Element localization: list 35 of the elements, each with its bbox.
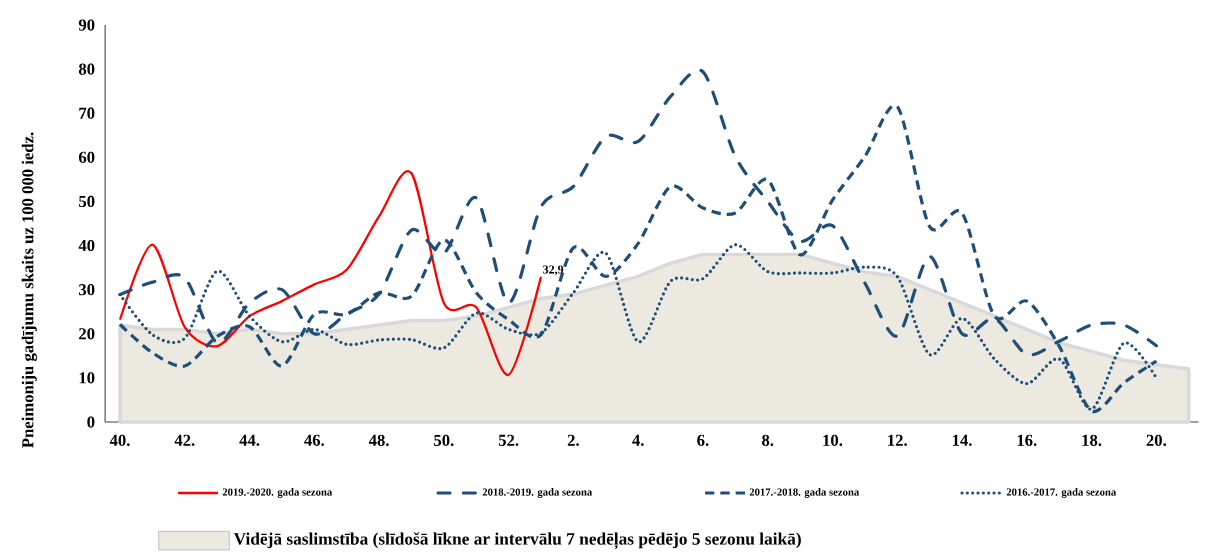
x-tick-label: 14.	[952, 434, 972, 446]
y-axis-title: Pneimoniju gadījumu skaits uz 100 000 iedz.	[21, 132, 37, 448]
x-tick-label: 52.	[498, 434, 519, 446]
x-tick-label: 44.	[239, 434, 260, 446]
x-tick-label: 10.	[823, 434, 843, 447]
y-tick-label: 60	[78, 151, 95, 163]
legend-label: 2017.-2018. gada sezona	[749, 488, 860, 498]
y-tick-label: 70	[79, 107, 95, 119]
y-tick-label: 50	[79, 195, 95, 208]
legend-label: 2018.-2019. gada sezona	[482, 488, 593, 498]
x-tick-label: 42.	[174, 434, 195, 446]
y-tick-label: 20	[79, 328, 95, 340]
y-tick-label: 90	[78, 19, 95, 31]
x-tick-label: 20.	[1146, 434, 1167, 447]
x-tick-label: 18.	[1082, 434, 1102, 447]
legend-label: 2019.-2020. gada sezona	[222, 488, 333, 498]
y-tick-label: 10	[79, 372, 95, 384]
y-tick-label: 30	[79, 284, 95, 296]
y-tick-label: 40	[78, 239, 95, 252]
x-tick-label: 12.	[888, 434, 907, 446]
x-tick-label: 40.	[109, 434, 130, 447]
data-label: 32,9	[543, 265, 564, 276]
legend-label: Vidējā saslimstība (slīdošā līkne ar intervālu 7 nedēļas pēdējo 5 sezonu laikā)	[233, 532, 801, 549]
line-series	[118, 171, 543, 376]
y-tick-label: 0	[87, 416, 95, 428]
y-tick-label: 80	[78, 63, 95, 75]
x-tick-label: 48.	[368, 434, 389, 447]
x-tick-label: 50.	[434, 434, 454, 447]
x-tick-label: 4.	[632, 434, 644, 446]
legend-label: 2016.-2017. gada sezona	[1006, 488, 1117, 498]
x-tick-label: 46.	[304, 434, 324, 446]
x-tick-label: 6.	[697, 434, 709, 446]
x-tick-label: 16.	[1017, 434, 1037, 446]
x-tick-label: 8.	[762, 434, 774, 447]
x-tick-label: 2.	[567, 434, 579, 446]
